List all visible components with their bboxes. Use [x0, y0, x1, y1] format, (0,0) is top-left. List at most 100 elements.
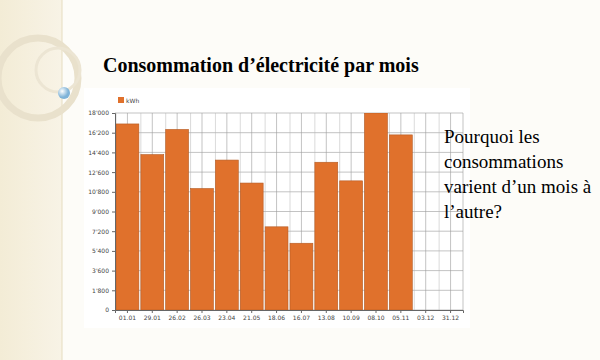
y-tick: 9'000 [92, 208, 115, 215]
legend: kWh [118, 97, 139, 104]
x-tick-label: 31.12 [442, 314, 459, 321]
y-tick: 1'800 [92, 287, 115, 294]
x-tick-mark [376, 310, 377, 313]
y-tick-mark [112, 133, 115, 134]
x-tick-mark [251, 310, 252, 313]
side-strip-edge [62, 0, 63, 360]
y-tick-mark [112, 290, 115, 291]
x-tick-label: 10.09 [343, 314, 360, 321]
y-tick-label: 9'000 [92, 208, 109, 215]
x-tick-mark [276, 310, 277, 313]
x-grid-line [439, 113, 440, 310]
bar [141, 155, 164, 310]
deco-sphere [58, 87, 70, 99]
y-tick-label: 18'000 [88, 109, 109, 116]
y-tick-label: 16'200 [88, 129, 109, 136]
x-tick: 01.01 [119, 310, 136, 321]
y-tick-label: 0 [105, 306, 109, 313]
x-tick-label: 18.06 [268, 314, 285, 321]
y-tick: 10'800 [88, 188, 115, 195]
y-tick-mark [112, 310, 115, 311]
bar [340, 181, 363, 310]
x-tick-mark [400, 310, 401, 313]
bar [290, 243, 313, 310]
x-tick: 05.11 [392, 310, 409, 321]
y-tick-label: 1'800 [92, 287, 109, 294]
bar [166, 129, 189, 310]
x-tick-mark [226, 310, 227, 313]
y-tick: 14'400 [88, 149, 115, 156]
x-tick: 10.09 [343, 310, 360, 321]
x-tick-label: 29.01 [144, 314, 161, 321]
x-tick: 21.05 [243, 310, 260, 321]
x-tick: 26.03 [193, 310, 210, 321]
y-tick-mark [112, 251, 115, 252]
x-tick: 23.04 [218, 310, 235, 321]
x-tick-label: 16.07 [293, 314, 310, 321]
x-tick-label: 26.03 [193, 314, 210, 321]
x-axis: 01.01 29.01 26.02 26.03 23.04 21.05 18.06 16.07… [116, 310, 464, 321]
y-tick: 18'000 [88, 109, 115, 116]
chart-title: Consommation d’électricité par mois [103, 54, 419, 77]
y-tick-mark [112, 152, 115, 153]
bar [240, 183, 263, 310]
bar [315, 162, 338, 310]
x-tick-mark [351, 310, 352, 313]
bar [365, 113, 388, 310]
bar [215, 160, 238, 310]
y-tick-mark [112, 192, 115, 193]
bar [389, 135, 412, 310]
y-tick-label: 12'600 [88, 169, 109, 176]
x-tick-mark [450, 310, 451, 313]
x-tick-label: 21.05 [243, 314, 260, 321]
y-tick: 5'400 [92, 247, 115, 254]
y-tick-label: 3'600 [92, 267, 109, 274]
y-tick-mark [112, 271, 115, 272]
y-tick-mark [112, 172, 115, 173]
x-tick-label: 03.12 [417, 314, 434, 321]
deco-ring [36, 48, 80, 92]
y-tick: 3'600 [92, 267, 115, 274]
x-tick-label: 08.10 [367, 314, 384, 321]
y-tick-mark [112, 212, 115, 213]
x-grid-line [414, 113, 415, 310]
x-tick-mark [202, 310, 203, 313]
y-tick-mark [112, 113, 115, 114]
bar [265, 227, 288, 310]
x-tick-mark [127, 310, 128, 313]
x-tick-label: 01.01 [119, 314, 136, 321]
x-tick: 16.07 [293, 310, 310, 321]
x-axis-line [116, 311, 464, 314]
legend-item: kWh [118, 97, 139, 104]
x-tick-label: 05.11 [392, 314, 409, 321]
y-tick-label: 10'800 [88, 188, 109, 195]
x-tick-mark [301, 310, 302, 313]
y-tick: 0 [105, 306, 115, 313]
chart-background [84, 88, 470, 328]
y-tick: 7'200 [92, 228, 115, 235]
y-axis-line [112, 114, 116, 311]
x-tick: 31.12 [442, 310, 459, 321]
x-tick: 18.06 [268, 310, 285, 321]
x-tick-mark [177, 310, 178, 313]
bar [116, 124, 139, 310]
y-tick-mark [112, 231, 115, 232]
y-tick: 12'600 [88, 169, 115, 176]
slide-background [0, 0, 600, 360]
x-tick-label: 23.04 [218, 314, 235, 321]
y-grid-line [115, 113, 463, 114]
annotation: Pourquoi les consommations varient d’un … [444, 124, 594, 224]
legend-swatch [118, 97, 124, 103]
x-tick-mark [152, 310, 153, 313]
x-tick-label: 26.02 [169, 314, 186, 321]
x-tick: 13.08 [318, 310, 335, 321]
x-grid-line [425, 113, 426, 310]
x-tick: 03.12 [417, 310, 434, 321]
x-tick: 08.10 [367, 310, 384, 321]
x-tick-mark [326, 310, 327, 313]
x-tick: 26.02 [169, 310, 186, 321]
y-axis: 0 1'800 3'600 5'400 7'200 9'000 10'800 12'600 14… [88, 109, 115, 313]
y-tick-label: 7'200 [92, 228, 109, 235]
legend-label: kWh [126, 97, 139, 104]
bars [116, 113, 412, 310]
